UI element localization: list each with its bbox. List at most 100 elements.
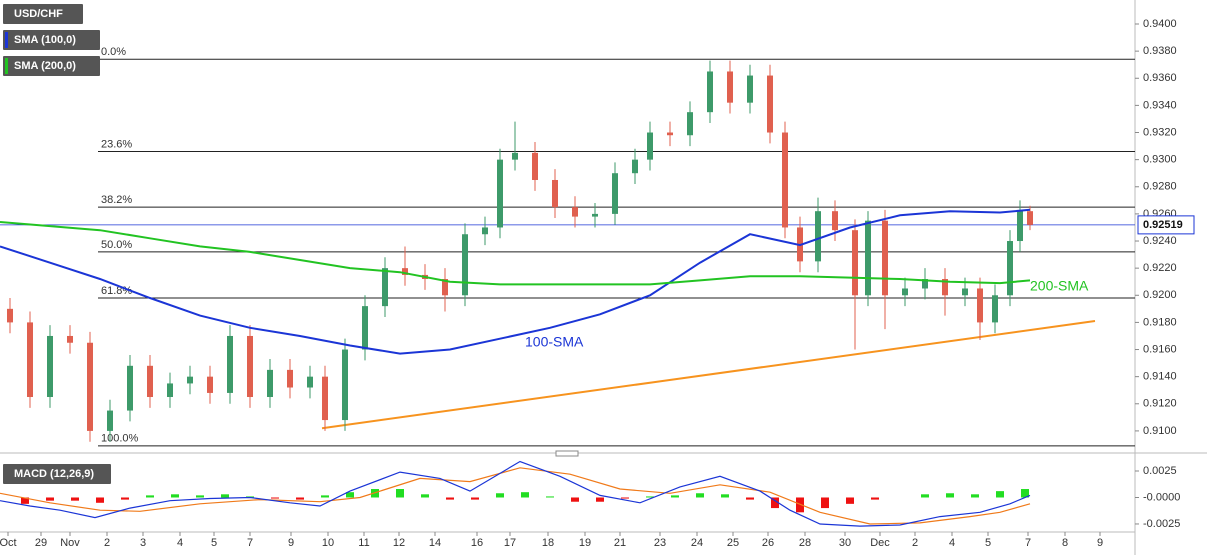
candle-body [47,335,53,398]
x-tick-label: 10 [322,537,334,549]
fib-label: 50.0% [101,239,132,251]
candle-body [227,335,233,393]
histogram-bar [71,497,79,501]
x-tick-label: 25 [727,537,739,549]
sma-annotation: 100-SMA [525,334,584,350]
y-tick-label: 0.9160 [1143,343,1177,355]
macd-legend-label: MACD (12,26,9) [14,468,94,480]
candle-body [832,211,838,231]
fib-label: 38.2% [101,194,132,206]
candle-body [882,220,888,296]
x-tick-label: 7 [247,537,253,549]
histogram-bar [646,496,654,498]
candle-body [977,288,983,323]
histogram-bar [621,497,629,499]
candle-body [687,112,693,136]
histogram-bar [946,493,954,498]
histogram-bar [496,493,504,498]
last-price-label: 0.92519 [1143,219,1183,231]
y-tick-label: 0.9380 [1143,45,1177,57]
x-tick-label: 5 [985,537,991,549]
legend-label: USD/CHF [14,8,63,20]
candle-body [942,278,948,296]
x-tick-label: 11 [358,537,369,549]
candle-body [782,132,788,228]
candle-body [667,132,673,136]
x-tick-label: 3 [140,537,146,549]
x-tick-label: 12 [393,537,405,549]
histogram-bar [821,497,829,509]
legend-label: SMA (100,0) [14,34,76,46]
histogram-bar [546,496,554,498]
y-tick-label: 0.9320 [1143,126,1177,138]
x-tick-label: 30 [839,537,851,549]
x-tick-label: 21 [614,537,626,549]
candle-body [1027,211,1033,225]
candle-body [512,152,518,160]
candle-body [362,306,368,350]
histogram-bar [721,494,729,498]
y-tick-label: 0.9400 [1143,18,1177,30]
candle-body [497,159,503,228]
histogram-bar [996,491,1004,498]
legend-swatch [5,58,8,74]
histogram-bar [471,497,479,500]
panel-handle [555,450,579,457]
x-tick-label: 29 [35,537,47,549]
candle-body [707,71,713,113]
candle-body [922,278,928,289]
x-tick-label: 23 [654,537,666,549]
candle-body [727,71,733,103]
histogram-bar [346,492,354,498]
legend-box [3,4,83,24]
histogram-bar [221,494,229,498]
candle-body [107,410,113,431]
y-tick-label: 0.9140 [1143,371,1177,383]
candle-body [147,365,153,398]
y-tick-label: 0.9220 [1143,262,1177,274]
candle-body [187,376,193,384]
legend-label: SMA (200,0) [14,60,76,72]
y-tick-label: 0.9200 [1143,289,1177,301]
candle-body [815,211,821,262]
x-tick-label: 19 [579,537,591,549]
x-tick-label: 8 [1062,537,1068,549]
candle-body [247,335,253,398]
x-tick-label: 2 [104,537,110,549]
macd-line [0,460,1031,527]
sma-line [0,221,1031,286]
histogram-bar [746,497,754,500]
histogram-bar [171,494,179,498]
fib-label: 0.0% [101,46,126,58]
candle-body [532,152,538,180]
candle-body [1017,211,1023,242]
candle-body [127,365,133,411]
candle-body [27,322,33,398]
x-tick-label: 17 [504,537,516,549]
histogram-bar [446,497,454,500]
x-tick-label: 18 [542,537,554,549]
histogram-bar [296,497,304,500]
x-tick-label: 26 [762,537,774,549]
candle-body [402,268,408,275]
x-tick-label: 24 [691,537,703,549]
candle-body [342,349,348,421]
candle-body [647,132,653,160]
x-tick-label: 16 [471,537,483,549]
candle-body [482,227,488,235]
histogram-bar [46,497,54,501]
candle-body [442,278,448,296]
x-tick-label: 9 [288,537,294,549]
candle-body [382,268,388,307]
candle-body [592,213,598,217]
candle-body [322,376,328,421]
candle-body [462,234,468,296]
y-tick-label: 0.0025 [1143,465,1177,477]
candle-body [612,173,618,214]
fib-label: 61.8% [101,285,132,297]
histogram-bar [571,497,579,502]
histogram-bar [921,494,929,498]
x-tick-label: Nov [60,537,80,549]
